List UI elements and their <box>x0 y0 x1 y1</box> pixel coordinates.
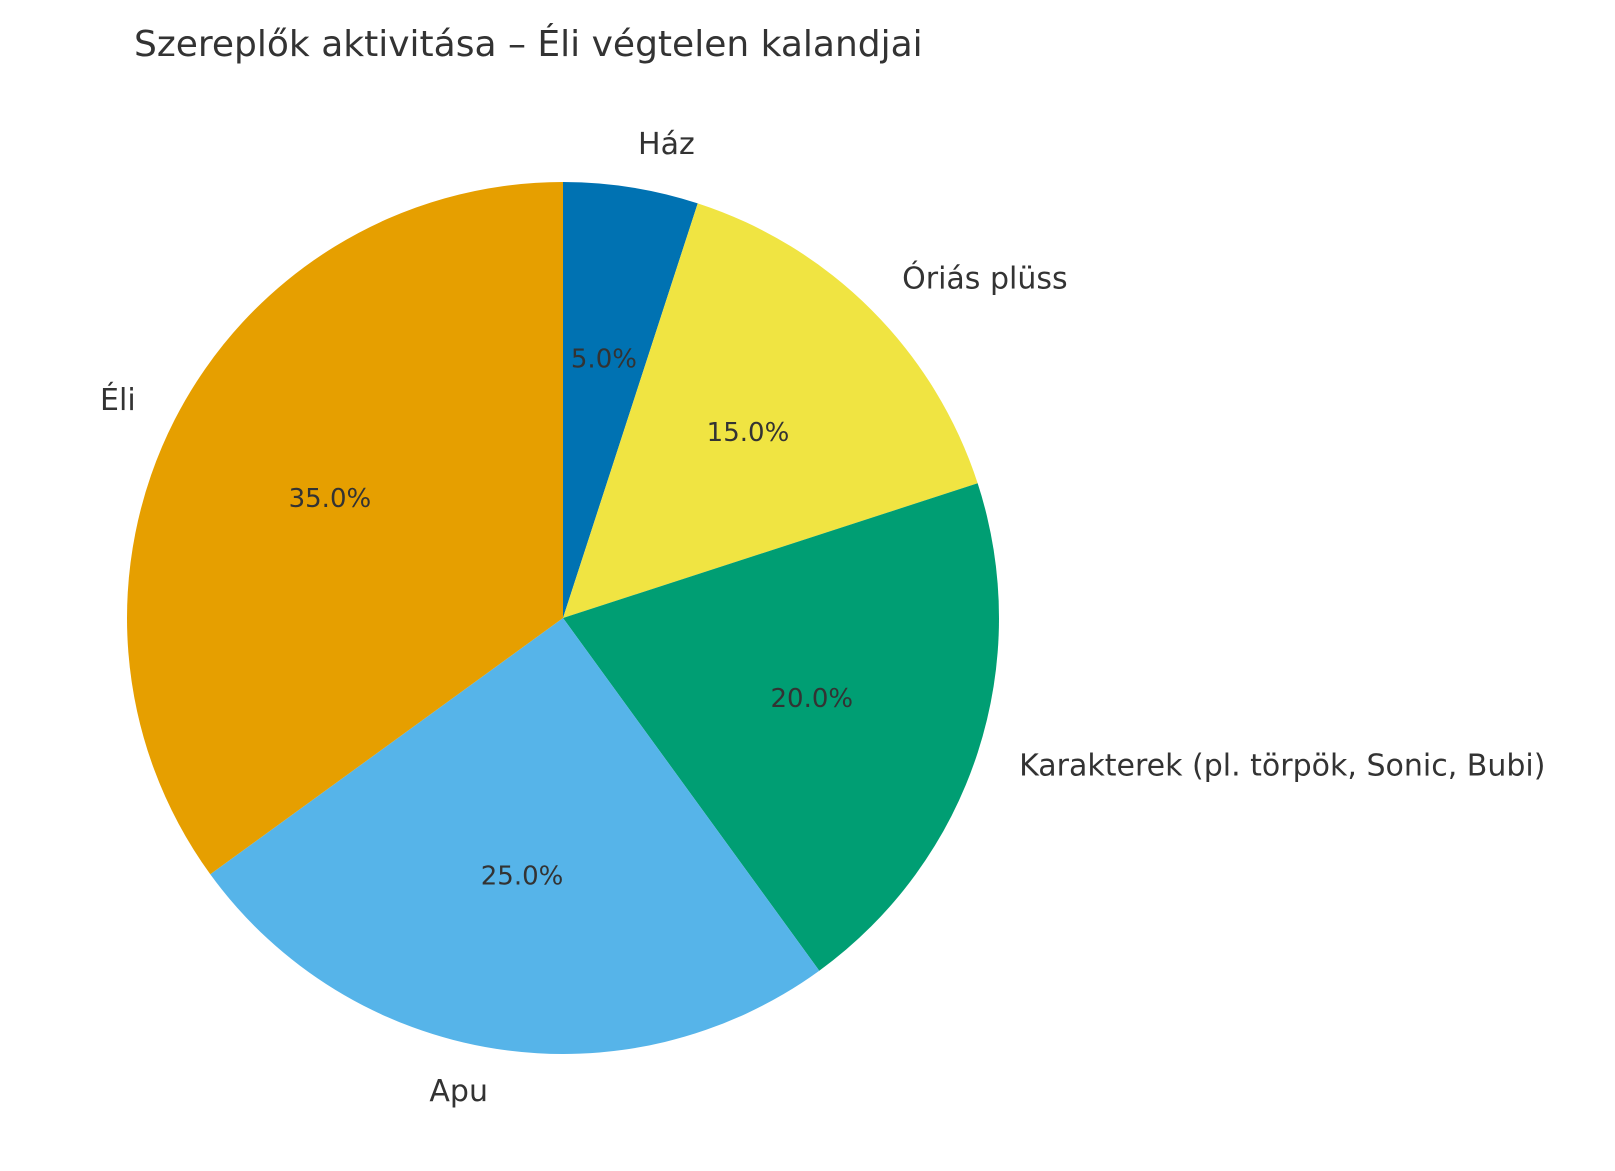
pct-label-haz: 5.0% <box>571 345 637 375</box>
slice-label-apu: Apu <box>429 1074 488 1109</box>
pie-slice-apu <box>210 618 820 1054</box>
pct-label-karakterek-pl-torpok-sonic-bubi: 20.0% <box>770 684 853 714</box>
pie-slice-orias-pluss <box>563 203 978 618</box>
slice-label-eli: Éli <box>100 382 136 418</box>
slice-label-karakterek-pl-torpok-sonic-bubi: Karakterek (pl. törpök, Sonic, Bubi) <box>1019 749 1545 784</box>
pct-label-eli: 35.0% <box>289 484 372 514</box>
slice-label-orias-pluss: Óriás plüss <box>902 259 1067 296</box>
pct-label-apu: 25.0% <box>481 861 564 891</box>
pct-label-orias-pluss: 15.0% <box>707 418 790 448</box>
slice-label-haz: Ház <box>638 127 695 162</box>
pie-slices <box>127 182 999 1054</box>
pie-labels: 5.0% Ház 15.0% Óriás plüss 20.0% Karakterek (… <box>100 127 1545 1109</box>
pie-slice-haz <box>563 182 698 618</box>
pie-slice-eli <box>127 182 564 875</box>
pie-slice-karakterek-pl-torpok-sonic-bubi <box>563 483 999 971</box>
chart-title: Szereplők aktivitása – Éli végtelen kala… <box>134 23 923 65</box>
